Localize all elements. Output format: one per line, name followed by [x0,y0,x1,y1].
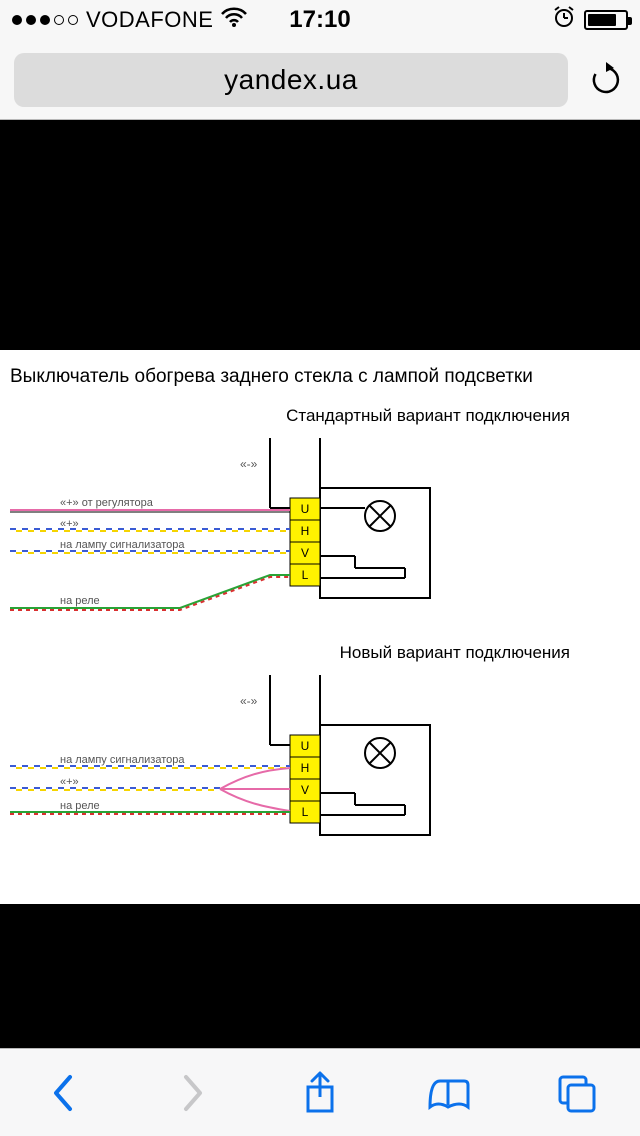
bookmarks-button[interactable] [418,1063,478,1123]
pin-block: U H V L [290,498,320,586]
svg-text:H: H [301,761,310,775]
svg-text:на реле: на реле [60,800,100,812]
svg-text:на лампу сигнализатора: на лампу сигнализатора [60,539,185,551]
wifi-icon [221,7,247,33]
new-variant: Новый вариант подключения U H V L [10,643,630,870]
svg-text:L: L [302,805,309,819]
address-field[interactable]: yandex.ua [14,53,568,107]
status-bar: VODAFONE 17:10 [0,0,640,40]
battery-icon [584,10,628,30]
standard-schematic: U H V L «-» «+» от регулятора «+» [10,428,630,628]
svg-text:U: U [301,739,310,753]
carrier-label: VODAFONE [86,7,213,33]
minus-label: «-» [240,457,258,471]
standard-variant: Стандартный вариант подключения U H V [10,406,630,633]
signal-strength-icon [12,15,78,25]
tabs-button[interactable] [546,1063,606,1123]
page-content: Выключатель обогрева заднего стекла с ла… [0,120,640,1134]
svg-text:L: L [302,568,309,582]
svg-text:V: V [301,783,309,797]
new-schematic: U H V L «-» на лампу сигнализатора [10,665,630,865]
status-right [552,5,628,35]
diagram-title: Выключатель обогрева заднего стекла с ла… [10,366,630,388]
svg-text:«-»: «-» [240,694,258,708]
wiring-diagram: Выключатель обогрева заднего стекла с ла… [0,350,640,904]
new-title: Новый вариант подключения [10,643,630,663]
svg-text:на реле: на реле [60,595,100,607]
svg-text:«+»: «+» [60,776,79,788]
svg-text:«+» от регулятора: «+» от регулятора [60,497,154,509]
svg-text:U: U [301,502,310,516]
status-left: VODAFONE [12,7,247,33]
svg-text:«+»: «+» [60,518,79,530]
svg-text:V: V [301,546,309,560]
share-button[interactable] [290,1063,350,1123]
url-text: yandex.ua [224,64,358,96]
back-button[interactable] [34,1063,94,1123]
alarm-icon [552,5,576,35]
browser-toolbar [0,1048,640,1136]
forward-button[interactable] [162,1063,222,1123]
browser-url-bar: yandex.ua [0,40,640,120]
standard-title: Стандартный вариант подключения [10,406,630,426]
reload-button[interactable] [586,62,626,98]
letterbox-top [0,120,640,350]
svg-text:на лампу сигнализатора: на лампу сигнализатора [60,754,185,766]
svg-text:H: H [301,524,310,538]
